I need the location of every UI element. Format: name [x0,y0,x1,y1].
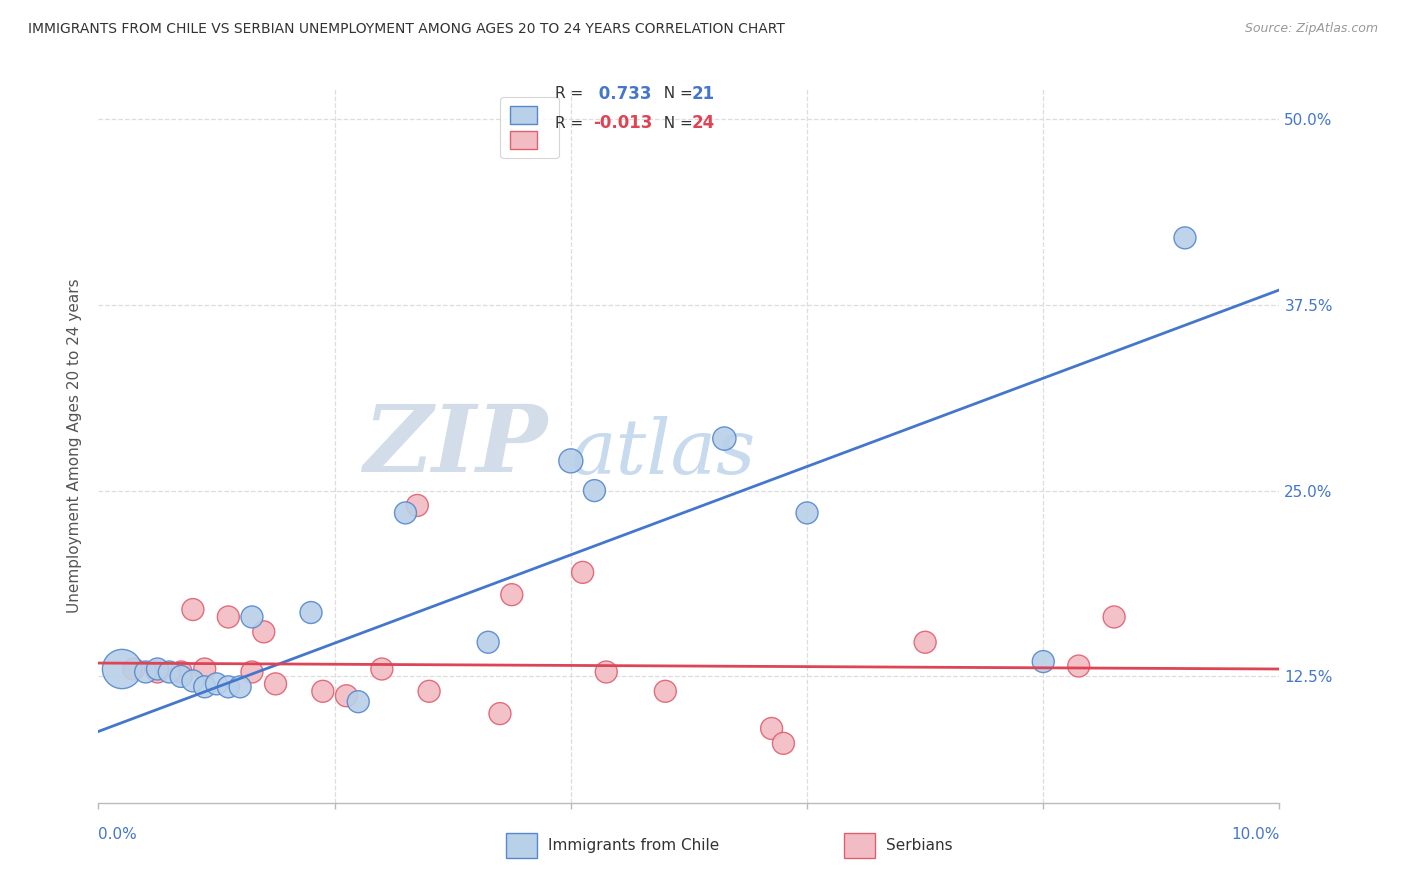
Point [122,662,145,676]
Point [560,454,582,468]
Point [772,736,794,750]
Point [1032,655,1054,669]
Text: 10.0%: 10.0% [1232,827,1279,841]
Text: Immigrants from Chile: Immigrants from Chile [548,838,720,853]
Point [135,665,157,679]
Text: R =: R = [555,87,589,101]
Point [347,695,370,709]
Legend: , : , [501,97,558,158]
Text: Source: ZipAtlas.com: Source: ZipAtlas.com [1244,22,1378,36]
Point [157,665,180,679]
Point [501,588,523,602]
Point [477,635,499,649]
Point [240,665,263,679]
Point [371,662,394,676]
Point [264,677,287,691]
Text: 21: 21 [692,85,714,103]
Point [418,684,440,698]
Text: ZIP: ZIP [363,401,547,491]
Point [1174,231,1197,245]
Point [217,680,239,694]
Point [583,483,606,498]
Point [253,624,276,639]
Point [146,665,169,679]
Point [1102,610,1125,624]
Point [181,602,204,616]
Point [299,606,322,620]
Text: Serbians: Serbians [886,838,952,853]
Point [146,662,169,676]
Text: R =: R = [555,116,589,130]
Point [111,662,134,676]
Point [194,662,217,676]
Point [240,610,263,624]
Point [217,610,239,624]
Point [713,432,735,446]
Point [181,673,204,688]
Text: N =: N = [654,116,697,130]
Point [914,635,936,649]
Point [170,669,193,683]
Text: IMMIGRANTS FROM CHILE VS SERBIAN UNEMPLOYMENT AMONG AGES 20 TO 24 YEARS CORRELAT: IMMIGRANTS FROM CHILE VS SERBIAN UNEMPLO… [28,22,785,37]
Point [394,506,416,520]
Point [595,665,617,679]
Text: 0.733: 0.733 [593,85,652,103]
Point [654,684,676,698]
Text: N =: N = [654,87,697,101]
Point [796,506,818,520]
Text: 0.0%: 0.0% [98,827,138,841]
Y-axis label: Unemployment Among Ages 20 to 24 years: Unemployment Among Ages 20 to 24 years [67,278,83,614]
Point [571,566,593,580]
Point [761,722,783,736]
Point [335,689,357,703]
Point [489,706,512,721]
Point [205,677,228,691]
Point [312,684,335,698]
Text: 24: 24 [692,114,716,132]
Point [406,499,429,513]
Point [229,680,252,694]
Point [170,665,193,679]
Text: atlas: atlas [571,417,756,490]
Point [1067,659,1090,673]
Text: -0.013: -0.013 [593,114,652,132]
Point [194,680,217,694]
